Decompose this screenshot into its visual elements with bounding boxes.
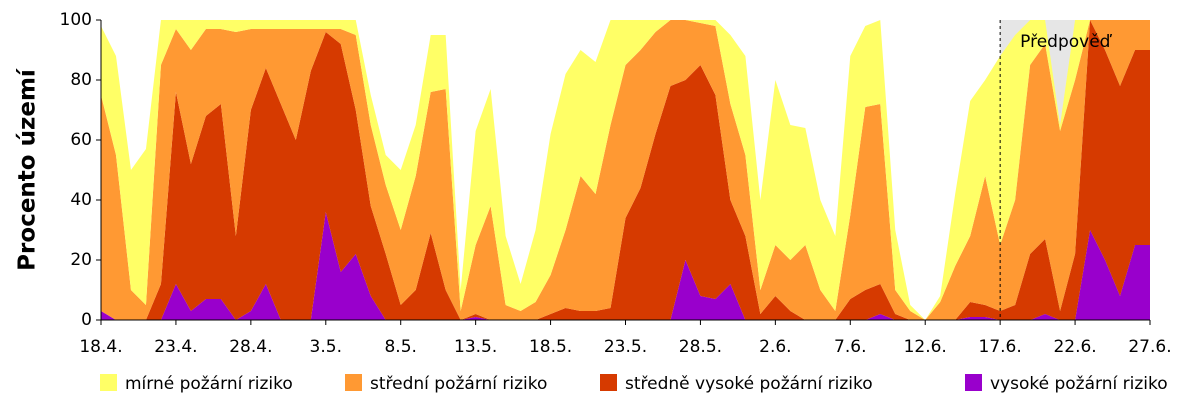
x-tick-label: 8.5.	[384, 337, 416, 357]
x-tick-label: 13.5.	[454, 337, 497, 357]
legend-label: mírné požární riziko	[125, 374, 293, 394]
legend-swatch	[345, 374, 362, 391]
x-tick-label: 17.6.	[979, 337, 1022, 357]
x-tick-label: 7.6.	[834, 337, 866, 357]
y-axis-label: Procento území	[15, 68, 41, 271]
y-tick-label: 60	[70, 130, 92, 150]
y-tick-label: 40	[70, 190, 92, 210]
y-tick-label: 100	[60, 10, 92, 30]
legend-swatch	[100, 374, 117, 391]
area	[101, 20, 1150, 320]
y-tick-label: 20	[70, 250, 92, 270]
x-tick-label: 12.6.	[904, 337, 947, 357]
area	[101, 212, 1150, 320]
legend-swatch	[965, 374, 982, 391]
legend-label: středně vysoké požární riziko	[625, 374, 873, 394]
legend-label: střední požární riziko	[370, 374, 547, 394]
area	[101, 20, 1150, 320]
legend-label: vysoké požární riziko	[990, 374, 1168, 394]
x-tick-label: 2.6.	[759, 337, 791, 357]
legend-swatch	[600, 374, 617, 391]
x-tick-label: 3.5.	[310, 337, 342, 357]
x-tick-label: 28.5.	[679, 337, 722, 357]
x-tick-label: 18.5.	[529, 337, 572, 357]
y-tick-label: 80	[70, 70, 92, 90]
x-tick-label: 22.6.	[1053, 337, 1096, 357]
x-tick-label: 27.6.	[1128, 337, 1171, 357]
x-tick-label: 18.4.	[79, 337, 122, 357]
forecast-label: Předpověď	[1020, 32, 1113, 52]
x-tick-label: 23.5.	[604, 337, 647, 357]
y-tick-label: 0	[81, 310, 92, 330]
x-tick-label: 23.4.	[154, 337, 197, 357]
x-tick-label: 28.4.	[229, 337, 272, 357]
